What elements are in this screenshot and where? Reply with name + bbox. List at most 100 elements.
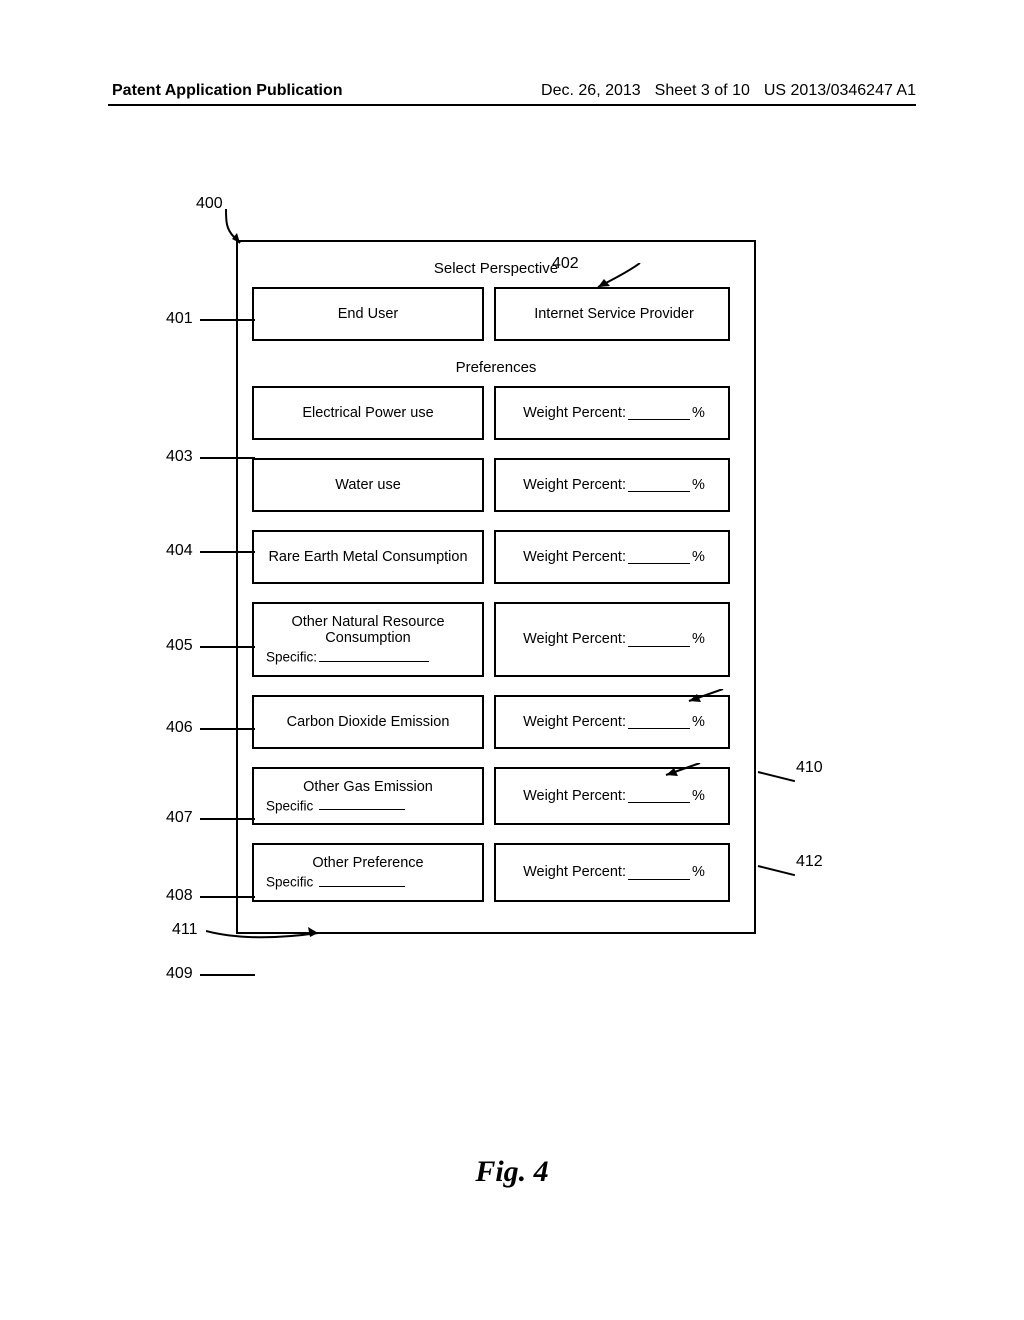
specific-input-blank[interactable] (319, 873, 405, 887)
form-panel: Select Perspective End User Internet Ser… (236, 240, 756, 934)
weight-label: Weight Percent: (523, 477, 626, 493)
pct-sign: % (692, 788, 705, 804)
pct-sign: % (692, 631, 705, 647)
pct-sign: % (692, 714, 705, 730)
tick-404 (200, 551, 255, 553)
tick-401 (200, 319, 255, 321)
ref-410: 410 (796, 759, 823, 777)
pct-sign: % (692, 549, 705, 565)
pref-water-use[interactable]: Water use (252, 458, 484, 512)
tick-406 (200, 728, 255, 730)
weight-input-blank[interactable] (628, 714, 690, 729)
ref-402-leader (592, 263, 642, 295)
weight-other[interactable]: Weight Percent: % (494, 843, 730, 902)
ref-404: 404 (166, 542, 193, 560)
ref-405: 405 (166, 637, 193, 655)
pct-sign: % (692, 864, 705, 880)
weight-rare-earth[interactable]: Weight Percent: % (494, 530, 730, 584)
weight-other-resource[interactable]: Weight Percent: % (494, 602, 730, 677)
header-date: Dec. 26, 2013 (541, 82, 641, 100)
section-title-perspective: Select Perspective (252, 260, 740, 277)
pref-label: Other Natural Resource Consumption (262, 614, 474, 646)
weight-electrical-power[interactable]: Weight Percent: % (494, 386, 730, 440)
weight-label: Weight Percent: (523, 549, 626, 565)
tick-405 (200, 646, 255, 648)
tick-408 (200, 896, 255, 898)
ref-412-leader (662, 763, 702, 783)
ref-412: 412 (796, 853, 823, 871)
tick-403 (200, 457, 255, 459)
pref-rare-earth[interactable]: Rare Earth Metal Consumption (252, 530, 484, 584)
pref-row-408: Other Gas Emission Specific Weight Perce… (252, 767, 740, 826)
tick-409 (200, 974, 255, 976)
pref-other-resource[interactable]: Other Natural Resource Consumption Speci… (252, 602, 484, 677)
weight-other-gas[interactable]: Weight Percent: % (494, 767, 730, 826)
weight-input-blank[interactable] (628, 865, 690, 880)
pref-electrical-power[interactable]: Electrical Power use (252, 386, 484, 440)
ref-403: 403 (166, 448, 193, 466)
isp-option[interactable]: Internet Service Provider (494, 287, 730, 341)
pref-other-gas[interactable]: Other Gas Emission Specific (252, 767, 484, 826)
ref-410-line (758, 771, 795, 782)
weight-input-blank[interactable] (628, 789, 690, 804)
pref-label: Carbon Dioxide Emission (262, 714, 474, 730)
weight-label: Weight Percent: (523, 864, 626, 880)
page-header: Patent Application Publication Dec. 26, … (0, 82, 1024, 100)
weight-label: Weight Percent: (523, 631, 626, 647)
weight-label: Weight Percent: (523, 788, 626, 804)
header-rule (108, 104, 916, 106)
figure-caption: Fig. 4 (0, 1155, 1024, 1189)
ref-411-leader (206, 927, 326, 950)
pref-row-404: Water use Weight Percent: % (252, 458, 740, 512)
isp-label: Internet Service Provider (508, 306, 720, 322)
pref-label: Electrical Power use (262, 405, 474, 421)
pref-label: Other Preference (262, 855, 474, 871)
end-user-option[interactable]: End User (252, 287, 484, 341)
header-publication: Patent Application Publication (112, 82, 343, 100)
weight-co2[interactable]: Weight Percent: % (494, 695, 730, 749)
ref-402: 402 (552, 255, 579, 273)
specific-label: Specific: (266, 650, 317, 665)
weight-label: Weight Percent: (523, 714, 626, 730)
ref-409: 409 (166, 965, 193, 983)
pref-row-405: Rare Earth Metal Consumption Weight Perc… (252, 530, 740, 584)
specific-line: Specific: (262, 648, 474, 665)
weight-water-use[interactable]: Weight Percent: % (494, 458, 730, 512)
pref-other[interactable]: Other Preference Specific (252, 843, 484, 902)
tick-407 (200, 818, 255, 820)
weight-input-blank[interactable] (628, 406, 690, 421)
pct-sign: % (692, 477, 705, 493)
specific-label: Specific (266, 798, 313, 813)
weight-input-blank[interactable] (628, 478, 690, 493)
ref-400: 400 (196, 195, 223, 213)
pref-label: Other Gas Emission (262, 779, 474, 795)
ref-401: 401 (166, 310, 193, 328)
pref-row-403: Electrical Power use Weight Percent: % (252, 386, 740, 440)
header-sheet: Sheet 3 of 10 (655, 82, 750, 100)
specific-input-blank[interactable] (319, 648, 429, 662)
specific-input-blank[interactable] (319, 797, 405, 811)
pct-sign: % (692, 405, 705, 421)
ref-406: 406 (166, 719, 193, 737)
pref-row-409: Other Preference Specific Weight Percent… (252, 843, 740, 902)
section-title-preferences: Preferences (252, 359, 740, 376)
pref-co2[interactable]: Carbon Dioxide Emission (252, 695, 484, 749)
pref-label: Rare Earth Metal Consumption (262, 549, 474, 565)
weight-input-blank[interactable] (628, 550, 690, 565)
ref-412-line (758, 865, 795, 876)
header-docnum: US 2013/0346247 A1 (764, 82, 916, 100)
ref-407: 407 (166, 809, 193, 827)
ref-410-leader (685, 689, 725, 709)
ref-408: 408 (166, 887, 193, 905)
pref-label: Water use (262, 477, 474, 493)
specific-label: Specific (266, 875, 313, 890)
end-user-label: End User (262, 306, 474, 322)
pref-row-407: Carbon Dioxide Emission Weight Percent: … (252, 695, 740, 749)
ref-411: 411 (172, 921, 198, 939)
weight-label: Weight Percent: (523, 405, 626, 421)
perspective-row: End User Internet Service Provider (252, 287, 740, 341)
weight-input-blank[interactable] (628, 632, 690, 647)
specific-line: Specific (262, 873, 474, 890)
specific-line: Specific (262, 797, 474, 814)
pref-row-406: Other Natural Resource Consumption Speci… (252, 602, 740, 677)
